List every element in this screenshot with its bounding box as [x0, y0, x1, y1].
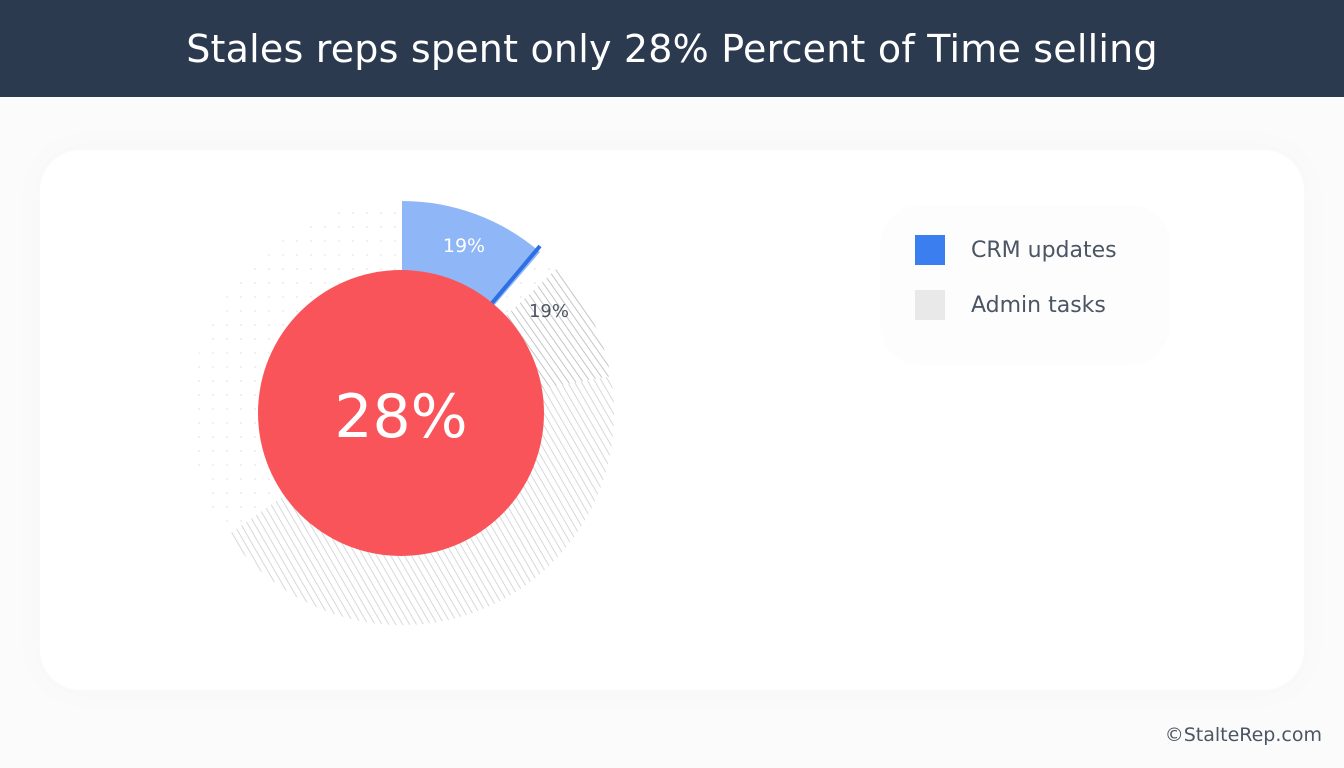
- legend-label: CRM updates: [971, 237, 1117, 263]
- title-bar: Stales reps spent only 28% Percent of Ti…: [0, 0, 1344, 97]
- admin-tasks-swatch: [915, 290, 945, 320]
- copyright-text: ©StalteRep.com: [1164, 724, 1322, 746]
- crm-slice-label: 19%: [443, 235, 485, 257]
- legend-label: Admin tasks: [971, 292, 1106, 318]
- legend-item-crm-updates[interactable]: CRM updates: [915, 235, 1117, 265]
- crm-updates-swatch: [915, 235, 945, 265]
- admin-slice-label: 19%: [529, 301, 569, 322]
- legend-item-admin-tasks[interactable]: Admin tasks: [915, 290, 1106, 320]
- slice-selling[interactable]: [258, 270, 544, 556]
- chart-title: Stales reps spent only 28% Percent of Ti…: [186, 26, 1158, 71]
- center-label: 28%: [334, 382, 467, 452]
- pie-chart: 28% 19% 19%: [190, 200, 615, 626]
- legend: CRM updates Admin tasks: [880, 205, 1170, 365]
